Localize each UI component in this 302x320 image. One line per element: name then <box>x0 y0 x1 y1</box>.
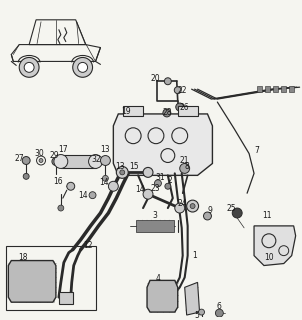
Circle shape <box>154 180 161 187</box>
Text: 17: 17 <box>58 145 68 154</box>
Text: 7: 7 <box>255 146 259 155</box>
Circle shape <box>164 78 171 85</box>
Text: 26: 26 <box>180 102 189 111</box>
Polygon shape <box>185 282 200 315</box>
Text: 11: 11 <box>262 212 272 220</box>
Bar <box>178 106 198 116</box>
Circle shape <box>116 166 128 178</box>
Circle shape <box>174 87 181 94</box>
Bar <box>61 155 95 168</box>
Text: 29: 29 <box>49 151 59 160</box>
Text: 27: 27 <box>14 154 24 163</box>
Circle shape <box>101 156 110 165</box>
Text: 30: 30 <box>34 149 44 158</box>
Polygon shape <box>254 226 296 266</box>
Text: 24: 24 <box>178 199 188 208</box>
Text: 21: 21 <box>180 156 189 165</box>
Circle shape <box>120 170 125 175</box>
Polygon shape <box>113 114 212 175</box>
Polygon shape <box>8 260 56 302</box>
Circle shape <box>175 203 185 213</box>
Circle shape <box>176 103 184 111</box>
Text: 13: 13 <box>101 145 110 154</box>
Text: 3: 3 <box>153 212 157 220</box>
Circle shape <box>108 181 118 191</box>
Text: 14: 14 <box>100 178 109 187</box>
Circle shape <box>143 167 153 177</box>
Polygon shape <box>147 280 178 312</box>
Text: 22: 22 <box>178 86 188 95</box>
Circle shape <box>58 205 64 211</box>
Bar <box>6 246 95 310</box>
Bar <box>289 86 294 92</box>
Bar <box>281 86 286 92</box>
Circle shape <box>39 158 43 163</box>
Circle shape <box>232 208 242 218</box>
Circle shape <box>102 175 108 181</box>
Circle shape <box>165 183 171 189</box>
Circle shape <box>88 155 102 168</box>
Text: 6: 6 <box>217 302 222 311</box>
Bar <box>257 86 262 92</box>
Circle shape <box>204 212 211 220</box>
Circle shape <box>190 204 195 209</box>
Circle shape <box>180 164 190 173</box>
Bar <box>136 220 174 232</box>
Text: 19: 19 <box>121 108 131 116</box>
Circle shape <box>24 62 34 72</box>
Circle shape <box>23 173 29 179</box>
Bar <box>59 292 73 304</box>
Bar <box>123 106 143 116</box>
Text: 2: 2 <box>167 176 172 185</box>
Text: 4: 4 <box>156 274 160 283</box>
Text: 10: 10 <box>264 253 274 262</box>
Bar <box>273 86 278 92</box>
Text: 28: 28 <box>162 108 172 117</box>
Circle shape <box>19 58 39 77</box>
Circle shape <box>78 62 88 72</box>
Circle shape <box>22 156 30 164</box>
Circle shape <box>52 157 60 165</box>
Circle shape <box>198 309 204 315</box>
Text: 32: 32 <box>92 155 101 164</box>
Text: 18: 18 <box>18 253 28 262</box>
Text: 9: 9 <box>207 205 212 214</box>
Circle shape <box>89 192 96 199</box>
Circle shape <box>73 58 92 77</box>
Text: 13: 13 <box>115 162 125 171</box>
Text: 5: 5 <box>194 310 199 320</box>
Circle shape <box>67 182 75 190</box>
Text: 14: 14 <box>135 185 145 194</box>
Text: 8: 8 <box>184 162 189 171</box>
Circle shape <box>143 189 153 199</box>
Text: 14: 14 <box>78 191 88 200</box>
Text: 15: 15 <box>129 162 139 171</box>
Circle shape <box>163 109 171 117</box>
Text: 1: 1 <box>192 251 197 260</box>
Circle shape <box>215 309 223 317</box>
Circle shape <box>187 200 198 212</box>
Text: 12: 12 <box>83 241 92 250</box>
Text: 25: 25 <box>226 204 236 212</box>
Circle shape <box>54 155 68 168</box>
Text: 23: 23 <box>150 184 160 193</box>
Text: 16: 16 <box>53 177 63 186</box>
Bar <box>265 86 270 92</box>
Text: 31: 31 <box>155 173 165 182</box>
Text: 20: 20 <box>150 74 160 83</box>
